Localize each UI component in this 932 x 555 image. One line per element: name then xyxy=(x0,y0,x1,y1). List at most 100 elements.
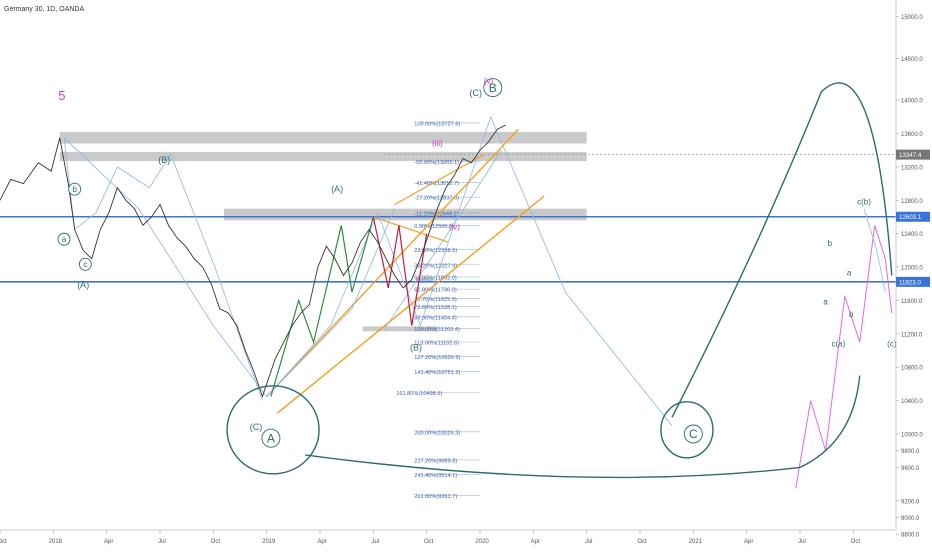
projection-wave-line xyxy=(863,208,886,293)
wave-label-4: c xyxy=(83,260,87,269)
fib-level-label-14: 113.00%(11102.6) xyxy=(414,340,459,346)
circle-wave-c xyxy=(660,401,714,459)
x-tick-label-8: Oct xyxy=(424,539,434,545)
x-tick-label-5: 2019 xyxy=(262,539,276,545)
wave-label-1: (A) xyxy=(77,280,89,290)
y-tick-label-7: 12000.0 xyxy=(901,266,923,272)
wave-label-15: C xyxy=(689,427,698,441)
y-tick-label-1: 14500.0 xyxy=(901,57,923,63)
y-tick-label-5: 12800.0 xyxy=(901,199,923,205)
resistance-zone-0 xyxy=(59,131,587,144)
y-tick-label-14: 9600.0 xyxy=(901,466,920,472)
y-tick-label-4: 13200.0 xyxy=(901,165,923,171)
price-tag-0: 13347.4 xyxy=(899,152,922,159)
wave-label-circle-15 xyxy=(683,424,703,444)
price-tag-bg-1 xyxy=(896,211,930,222)
fib-level-label-17: 161.80%(10498.9) xyxy=(396,391,442,397)
y-tick-label-13: 9800.0 xyxy=(901,449,920,455)
wave-label-16: c(a) xyxy=(832,339,846,348)
impulse-green-line xyxy=(270,216,374,397)
channel-mid-line xyxy=(373,216,449,243)
x-tick-label-13: 2021 xyxy=(689,539,703,545)
y-tick-label-0: 15000.0 xyxy=(901,15,923,21)
price-series-line xyxy=(0,124,506,398)
fib-level-label-10: 70.70%(11625.9) xyxy=(414,297,457,303)
wave-count-line-0 xyxy=(63,137,263,401)
x-tick-label-16: Oct xyxy=(851,539,861,545)
wave-count-line-4 xyxy=(266,208,396,397)
wave-label-7: A xyxy=(267,431,275,445)
fib-level-label-19: 227.20%(9689.8) xyxy=(414,458,457,464)
x-tick-label-6: Apr xyxy=(317,539,326,545)
wave-label-3: b xyxy=(72,185,77,194)
fib-level-label-2: -41.40%(13012.7) xyxy=(414,181,459,187)
fib-level-label-18: 200.00%(10026.3) xyxy=(414,430,460,436)
y-tick-label-17: 8800.0 xyxy=(901,533,920,539)
wave-label-14: (iv) xyxy=(449,223,460,232)
chart-header-title: Germany 30, 1D, OANDA xyxy=(4,6,85,13)
resistance-zone-2 xyxy=(224,208,587,221)
x-tick-label-9: 2020 xyxy=(475,539,489,545)
wave-label-18: (c) xyxy=(887,339,897,348)
wave-label-22: b xyxy=(849,310,854,319)
wave-label-10: (C) xyxy=(469,88,482,98)
wave-label-8: (A) xyxy=(331,184,343,194)
x-tick-label-2: Apr xyxy=(104,539,113,545)
resistance-zone-4 xyxy=(362,326,438,332)
y-tick-label-9: 11200.0 xyxy=(901,332,923,338)
fib-level-label-4: -11.10%(12649.2) xyxy=(414,211,459,217)
y-tick-label-3: 13600.0 xyxy=(901,132,923,138)
wave-label-9: (B) xyxy=(410,343,422,353)
resistance-zone-1 xyxy=(59,151,587,162)
fib-level-label-12: 88.60%(11404.4) xyxy=(414,315,457,321)
wave-label-circle-11 xyxy=(483,78,503,98)
fib-level-label-16: 141.40%(10751.2) xyxy=(414,370,460,376)
wave-label-circle-7 xyxy=(261,428,281,448)
fib-level-label-21: 261.80%(9261.7) xyxy=(414,494,457,500)
channel-lower-line xyxy=(276,195,545,414)
x-tick-label-4: Oct xyxy=(211,539,221,545)
wave-label-17: c(b) xyxy=(857,197,871,206)
x-tick-label-14: Apr xyxy=(744,539,753,545)
wave-label-11: B xyxy=(489,81,497,95)
fib-level-label-15: 127.20%(10926.9) xyxy=(414,355,460,361)
y-tick-label-10: 10800.0 xyxy=(901,366,923,372)
wave-label-circle-3 xyxy=(68,182,82,196)
resistance-zone-3 xyxy=(416,277,434,283)
circle-wave-a xyxy=(226,385,320,475)
wave-label-20: b xyxy=(828,239,833,248)
y-tick-label-12: 10000.0 xyxy=(901,433,923,439)
wave-label-5: (B) xyxy=(158,155,170,165)
wave-label-2: a xyxy=(62,235,67,244)
wave-label-6: (C) xyxy=(250,422,263,432)
wave-label-0: 5 xyxy=(58,88,65,103)
x-tick-label-10: Apr xyxy=(531,539,540,545)
x-tick-label-7: Jul xyxy=(371,539,379,545)
x-tick-label-12: Oct xyxy=(637,539,647,545)
channel-inner-line xyxy=(394,153,485,206)
fib-level-label-9: 61.80%(11736.0) xyxy=(414,288,457,294)
wave-count-line-2 xyxy=(377,115,673,426)
x-tick-label-15: Jul xyxy=(798,539,806,545)
correction-red-line xyxy=(372,216,428,326)
fib-level-label-8: 50.00%(11882.0) xyxy=(414,275,457,281)
fib-level-label-0: 100.00%(13727.6) xyxy=(414,121,460,127)
arrow-curve-bottom xyxy=(304,375,861,479)
fib-level-label-7: 38.20%(12027.9) xyxy=(414,263,457,269)
wave-label-circle-2 xyxy=(57,232,71,246)
wave-label-13: (iii) xyxy=(432,139,443,148)
fib-level-label-13: 100.00%(11263.4) xyxy=(414,327,460,333)
y-tick-label-6: 12400.0 xyxy=(901,232,923,238)
y-tick-label-11: 10400.0 xyxy=(901,399,923,405)
x-tick-label-3: Jul xyxy=(158,539,166,545)
fib-level-label-20: 241.40%(9514.1) xyxy=(414,473,457,479)
y-tick-label-16: 9000.0 xyxy=(901,516,920,522)
price-tag-1: 12603.1 xyxy=(899,214,922,221)
wave-label-21: a xyxy=(847,268,852,277)
price-tag-bg-0 xyxy=(896,149,930,160)
x-tick-label-11: Jul xyxy=(585,539,593,545)
wave-label-19: a xyxy=(823,298,828,307)
wave-label-circle-4 xyxy=(78,257,92,271)
fib-level-label-3: -27.20%(12837.0) xyxy=(414,196,459,202)
